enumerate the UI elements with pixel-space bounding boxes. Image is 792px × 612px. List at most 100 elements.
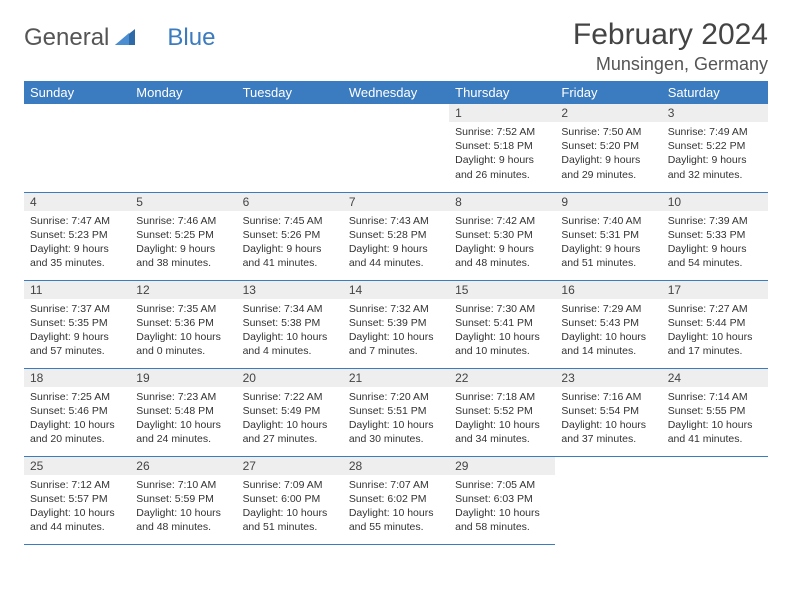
day-number: 12 — [130, 281, 236, 299]
weekday-header: Saturday — [662, 81, 768, 104]
day-number: 9 — [555, 193, 661, 211]
calendar-day-cell — [237, 104, 343, 192]
day-number: 21 — [343, 369, 449, 387]
calendar-day-cell: 16Sunrise: 7:29 AMSunset: 5:43 PMDayligh… — [555, 280, 661, 368]
calendar-day-cell: 1Sunrise: 7:52 AMSunset: 5:18 PMDaylight… — [449, 104, 555, 192]
day-details: Sunrise: 7:20 AMSunset: 5:51 PMDaylight:… — [343, 387, 449, 451]
weekday-header: Monday — [130, 81, 236, 104]
calendar-day-cell: 3Sunrise: 7:49 AMSunset: 5:22 PMDaylight… — [662, 104, 768, 192]
brand-part2: Blue — [167, 24, 215, 52]
calendar-day-cell: 12Sunrise: 7:35 AMSunset: 5:36 PMDayligh… — [130, 280, 236, 368]
day-details: Sunrise: 7:50 AMSunset: 5:20 PMDaylight:… — [555, 122, 661, 186]
calendar-day-cell: 4Sunrise: 7:47 AMSunset: 5:23 PMDaylight… — [24, 192, 130, 280]
calendar-day-cell — [24, 104, 130, 192]
day-details: Sunrise: 7:10 AMSunset: 5:59 PMDaylight:… — [130, 475, 236, 539]
day-details: Sunrise: 7:18 AMSunset: 5:52 PMDaylight:… — [449, 387, 555, 451]
calendar-day-cell: 15Sunrise: 7:30 AMSunset: 5:41 PMDayligh… — [449, 280, 555, 368]
weekday-header: Wednesday — [343, 81, 449, 104]
day-details: Sunrise: 7:40 AMSunset: 5:31 PMDaylight:… — [555, 211, 661, 275]
day-number: 11 — [24, 281, 130, 299]
calendar-week-row: 18Sunrise: 7:25 AMSunset: 5:46 PMDayligh… — [24, 368, 768, 456]
day-details: Sunrise: 7:43 AMSunset: 5:28 PMDaylight:… — [343, 211, 449, 275]
calendar-day-cell: 6Sunrise: 7:45 AMSunset: 5:26 PMDaylight… — [237, 192, 343, 280]
day-number: 3 — [662, 104, 768, 122]
day-number: 17 — [662, 281, 768, 299]
day-details: Sunrise: 7:29 AMSunset: 5:43 PMDaylight:… — [555, 299, 661, 363]
day-number: 2 — [555, 104, 661, 122]
calendar-body: 1Sunrise: 7:52 AMSunset: 5:18 PMDaylight… — [24, 104, 768, 544]
day-number: 7 — [343, 193, 449, 211]
title-block: February 2024 Munsingen, Germany — [573, 18, 768, 75]
day-number: 28 — [343, 457, 449, 475]
day-details: Sunrise: 7:37 AMSunset: 5:35 PMDaylight:… — [24, 299, 130, 363]
calendar-day-cell: 22Sunrise: 7:18 AMSunset: 5:52 PMDayligh… — [449, 368, 555, 456]
calendar-day-cell: 7Sunrise: 7:43 AMSunset: 5:28 PMDaylight… — [343, 192, 449, 280]
day-details: Sunrise: 7:14 AMSunset: 5:55 PMDaylight:… — [662, 387, 768, 451]
calendar-day-cell: 21Sunrise: 7:20 AMSunset: 5:51 PMDayligh… — [343, 368, 449, 456]
calendar-day-cell: 29Sunrise: 7:05 AMSunset: 6:03 PMDayligh… — [449, 456, 555, 544]
day-details: Sunrise: 7:52 AMSunset: 5:18 PMDaylight:… — [449, 122, 555, 186]
day-number: 10 — [662, 193, 768, 211]
calendar-day-cell: 20Sunrise: 7:22 AMSunset: 5:49 PMDayligh… — [237, 368, 343, 456]
calendar-day-cell — [343, 104, 449, 192]
day-number: 15 — [449, 281, 555, 299]
day-number: 6 — [237, 193, 343, 211]
calendar-table: SundayMondayTuesdayWednesdayThursdayFrid… — [24, 81, 768, 545]
brand-part1: General — [24, 24, 109, 52]
month-title: February 2024 — [573, 18, 768, 52]
calendar-day-cell: 17Sunrise: 7:27 AMSunset: 5:44 PMDayligh… — [662, 280, 768, 368]
calendar-day-cell — [555, 456, 661, 544]
day-details: Sunrise: 7:32 AMSunset: 5:39 PMDaylight:… — [343, 299, 449, 363]
day-number: 13 — [237, 281, 343, 299]
day-number: 5 — [130, 193, 236, 211]
calendar-day-cell — [130, 104, 236, 192]
day-number: 19 — [130, 369, 236, 387]
day-details: Sunrise: 7:45 AMSunset: 5:26 PMDaylight:… — [237, 211, 343, 275]
calendar-day-cell: 28Sunrise: 7:07 AMSunset: 6:02 PMDayligh… — [343, 456, 449, 544]
day-details: Sunrise: 7:23 AMSunset: 5:48 PMDaylight:… — [130, 387, 236, 451]
day-number: 18 — [24, 369, 130, 387]
day-number: 27 — [237, 457, 343, 475]
day-details: Sunrise: 7:47 AMSunset: 5:23 PMDaylight:… — [24, 211, 130, 275]
weekday-header: Thursday — [449, 81, 555, 104]
location: Munsingen, Germany — [573, 54, 768, 75]
day-details: Sunrise: 7:49 AMSunset: 5:22 PMDaylight:… — [662, 122, 768, 186]
day-details: Sunrise: 7:42 AMSunset: 5:30 PMDaylight:… — [449, 211, 555, 275]
day-number: 1 — [449, 104, 555, 122]
day-details: Sunrise: 7:07 AMSunset: 6:02 PMDaylight:… — [343, 475, 449, 539]
day-number: 22 — [449, 369, 555, 387]
day-details: Sunrise: 7:05 AMSunset: 6:03 PMDaylight:… — [449, 475, 555, 539]
calendar-day-cell: 9Sunrise: 7:40 AMSunset: 5:31 PMDaylight… — [555, 192, 661, 280]
day-number: 16 — [555, 281, 661, 299]
calendar-day-cell: 24Sunrise: 7:14 AMSunset: 5:55 PMDayligh… — [662, 368, 768, 456]
calendar-day-cell: 23Sunrise: 7:16 AMSunset: 5:54 PMDayligh… — [555, 368, 661, 456]
calendar-week-row: 25Sunrise: 7:12 AMSunset: 5:57 PMDayligh… — [24, 456, 768, 544]
weekday-header: Sunday — [24, 81, 130, 104]
day-details: Sunrise: 7:46 AMSunset: 5:25 PMDaylight:… — [130, 211, 236, 275]
day-details: Sunrise: 7:12 AMSunset: 5:57 PMDaylight:… — [24, 475, 130, 539]
day-number: 25 — [24, 457, 130, 475]
brand-logo: General Blue — [24, 18, 215, 52]
day-number: 24 — [662, 369, 768, 387]
calendar-week-row: 1Sunrise: 7:52 AMSunset: 5:18 PMDaylight… — [24, 104, 768, 192]
day-details: Sunrise: 7:35 AMSunset: 5:36 PMDaylight:… — [130, 299, 236, 363]
calendar-day-cell: 18Sunrise: 7:25 AMSunset: 5:46 PMDayligh… — [24, 368, 130, 456]
calendar-day-cell: 14Sunrise: 7:32 AMSunset: 5:39 PMDayligh… — [343, 280, 449, 368]
day-details: Sunrise: 7:27 AMSunset: 5:44 PMDaylight:… — [662, 299, 768, 363]
calendar-day-cell: 11Sunrise: 7:37 AMSunset: 5:35 PMDayligh… — [24, 280, 130, 368]
day-number: 23 — [555, 369, 661, 387]
day-details: Sunrise: 7:16 AMSunset: 5:54 PMDaylight:… — [555, 387, 661, 451]
calendar-day-cell: 19Sunrise: 7:23 AMSunset: 5:48 PMDayligh… — [130, 368, 236, 456]
day-number: 29 — [449, 457, 555, 475]
calendar-day-cell: 8Sunrise: 7:42 AMSunset: 5:30 PMDaylight… — [449, 192, 555, 280]
weekday-header: Friday — [555, 81, 661, 104]
day-details: Sunrise: 7:34 AMSunset: 5:38 PMDaylight:… — [237, 299, 343, 363]
day-number: 26 — [130, 457, 236, 475]
calendar-day-cell: 26Sunrise: 7:10 AMSunset: 5:59 PMDayligh… — [130, 456, 236, 544]
day-details: Sunrise: 7:22 AMSunset: 5:49 PMDaylight:… — [237, 387, 343, 451]
logo-triangle-icon — [115, 27, 135, 50]
day-details: Sunrise: 7:09 AMSunset: 6:00 PMDaylight:… — [237, 475, 343, 539]
day-number: 8 — [449, 193, 555, 211]
day-details: Sunrise: 7:30 AMSunset: 5:41 PMDaylight:… — [449, 299, 555, 363]
calendar-week-row: 4Sunrise: 7:47 AMSunset: 5:23 PMDaylight… — [24, 192, 768, 280]
